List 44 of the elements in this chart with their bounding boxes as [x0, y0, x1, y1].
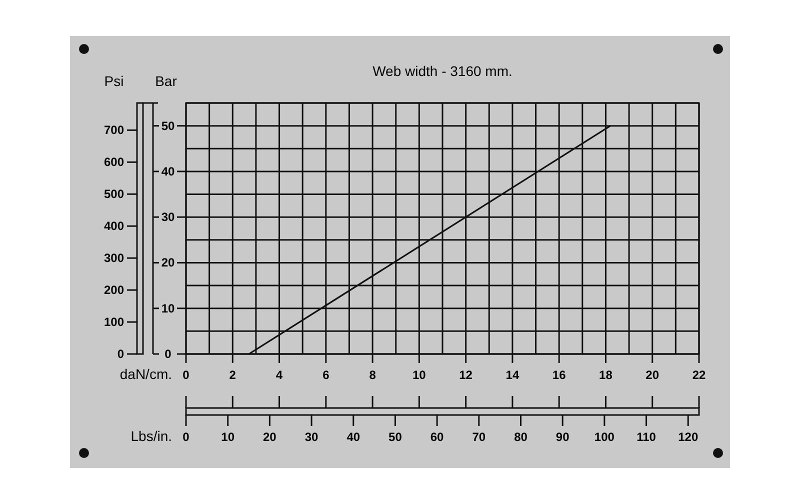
x-tick-label: 8	[369, 368, 376, 382]
y2-tick-label: 300	[104, 251, 124, 266]
y2-tick-label: 100	[104, 315, 124, 330]
x2-axis-title: Lbs/in.	[130, 428, 172, 444]
y-tick-label: 50	[161, 118, 175, 133]
y2-tick-label: 600	[104, 155, 124, 170]
y2-tick-label: 700	[104, 123, 124, 138]
x2-tick-label: 30	[304, 430, 319, 444]
x-axis-title: daN/cm.	[120, 366, 172, 382]
y-tick-label: 30	[161, 210, 175, 224]
y-tick-label: 0	[164, 347, 172, 361]
x-tick-label: 20	[646, 368, 660, 382]
x-tick-label: 6	[322, 368, 330, 382]
x2-tick-label: 100	[594, 430, 615, 444]
x-tick-label: 2	[229, 368, 236, 382]
y2-axis-title: Psi	[104, 73, 124, 89]
x2-tick-label: 60	[430, 430, 444, 444]
x2-tick-label: 80	[514, 430, 528, 444]
x-tick-label: 4	[276, 368, 283, 382]
x-tick-label: 16	[552, 368, 566, 382]
x-tick-label: 12	[459, 368, 473, 382]
x-tick-label: 10	[412, 368, 426, 382]
x2-tick-label: 40	[346, 430, 360, 444]
x2-tick-label: 10	[221, 430, 235, 444]
x-tick-label: 18	[599, 368, 613, 382]
y-tick-label: 20	[161, 256, 175, 270]
x2-tick-label: 120	[678, 430, 698, 444]
x2-tick-label: 50	[388, 430, 402, 444]
x2-tick-label: 20	[263, 430, 277, 444]
x2-tick-label: 90	[556, 430, 570, 444]
x2-tick-label: 70	[472, 430, 486, 444]
chart-title: Web width - 3160 mm.	[372, 63, 512, 79]
y-tick-label: 40	[161, 164, 175, 178]
x-tick-label: 14	[506, 368, 520, 382]
x2-tick-label: 110	[636, 430, 656, 444]
y-axis-title: Bar	[155, 73, 178, 89]
y2-tick-label: 400	[104, 219, 124, 234]
x-tick-label: 0	[182, 368, 190, 382]
x-tick-label: 22	[692, 368, 706, 382]
y-tick-label: 10	[161, 301, 175, 316]
y2-tick-label: 500	[104, 187, 124, 202]
y2-tick-label: 200	[104, 283, 124, 298]
x2-tick-label: 0	[182, 430, 190, 444]
y2-tick-label: 0	[117, 347, 124, 361]
